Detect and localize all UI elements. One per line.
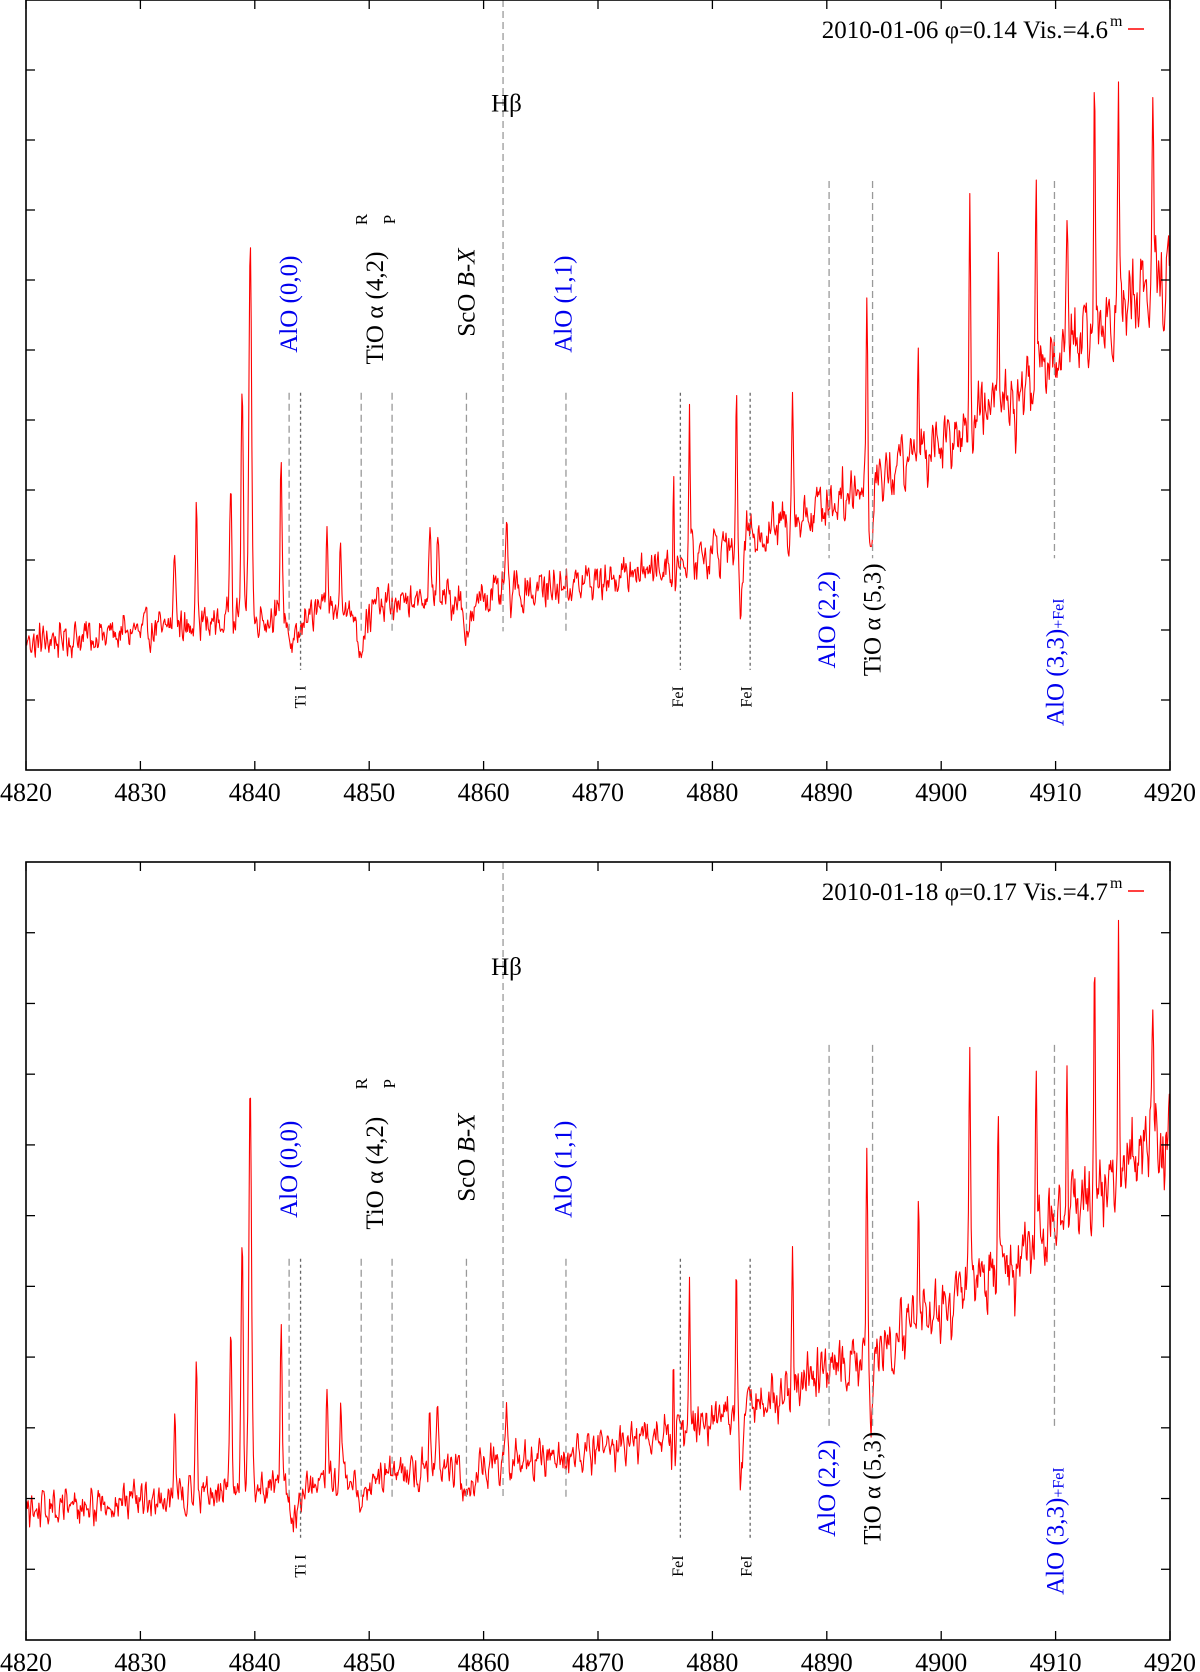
chart-panel-2: Hβ AlO (0,0) TiO α (4,2) R P ScO B-X AlO (1,1)… [0, 861, 1196, 1672]
annotation-text: TiO α (4,2) [362, 1117, 389, 1230]
legend-date: 2010-01-06 [822, 17, 945, 44]
annotation-alo00: AlO (0,0) [276, 1121, 303, 1218]
legend-date: 2010-01-18 [822, 879, 945, 906]
x-tick-label: 4860 [458, 778, 510, 807]
legend-label: 2010-01-18 φ=0.17 Vis.=4.7 [822, 879, 1108, 906]
annotation-fei1: FeI [670, 686, 687, 707]
annotation-italic: B-X [453, 1112, 480, 1153]
annotation-tio42: TiO α (4,2) [362, 252, 389, 365]
x-tick-label: 4840 [229, 778, 281, 807]
annotation-italic: B-X [453, 247, 480, 288]
annotation-branch-r: R [352, 213, 371, 225]
x-tick-label: 4820 [0, 1648, 52, 1672]
legend-sup: m [1110, 875, 1123, 892]
annotation-fei2: FeI [739, 1555, 756, 1576]
legend-label: 2010-01-06 φ=0.14 Vis.=4.6 [822, 17, 1108, 44]
annotation-text: AlO (2,2) [814, 1440, 841, 1537]
x-tick-label: 4830 [114, 778, 166, 807]
x-tick-label: 4860 [458, 1648, 510, 1672]
annotation-alo00: AlO (0,0) [276, 256, 303, 353]
annotation-text: AlO (0,0) [276, 256, 303, 353]
annotation-text: ScO [453, 1152, 480, 1201]
x-tick-label: 4920 [1144, 778, 1196, 807]
x-tick-label: 4910 [1030, 778, 1082, 807]
annotation-text: AlO (1,1) [551, 1121, 578, 1218]
annotation-hbeta: Hβ [491, 91, 522, 118]
annotation-text: TiO α (4,2) [362, 252, 389, 365]
x-tick-label: 4820 [0, 778, 52, 807]
annotation-fei1: FeI [670, 1555, 687, 1576]
annotation-alo22: AlO (2,2) [814, 571, 841, 668]
plot-frame [25, 861, 1171, 1641]
annotation-alo33: AlO (3,3)+FeI [1043, 598, 1070, 726]
annotation-branch-p: P [380, 1079, 399, 1088]
x-tick-label: 4890 [801, 1648, 853, 1672]
annotation-branch-p: P [380, 215, 399, 224]
annotation-tio42: TiO α (4,2) [362, 1117, 389, 1230]
annotation-tii: Ti I [293, 685, 310, 708]
annotation-suffix: +FeI [1051, 1467, 1068, 1497]
x-tick-label: 4890 [801, 778, 853, 807]
annotation-branch-r: R [352, 1077, 371, 1089]
legend-phase: φ=0.17 [945, 879, 1024, 906]
annotation-suffix: +FeI [1051, 598, 1068, 628]
x-tick-label: 4850 [343, 1648, 395, 1672]
x-tick-label: 4880 [686, 778, 738, 807]
annotation-alo11: AlO (1,1) [551, 256, 578, 353]
legend-vis: Vis.=4.7 [1023, 879, 1108, 906]
annotation-text: TiO α (5,3) [860, 1432, 887, 1545]
annotation-text: AlO (1,1) [551, 256, 578, 353]
annotation-text: AlO (0,0) [276, 1121, 303, 1218]
legend-phase: φ=0.14 [945, 17, 1024, 44]
annotation-text: AlO (2,2) [814, 571, 841, 668]
legend-vis: Vis.=4.6 [1023, 17, 1108, 44]
x-tick-label: 4870 [572, 778, 624, 807]
annotation-tii: Ti I [293, 1555, 310, 1578]
annotation-text: AlO (3,3) [1043, 1498, 1070, 1595]
x-tick-label: 4850 [343, 778, 395, 807]
annotation-alo11: AlO (1,1) [551, 1121, 578, 1218]
annotation-tio53: TiO α (5,3) [860, 1432, 887, 1545]
annotation-sco: ScO B-X [453, 1112, 480, 1202]
chart-panel-1: Hβ AlO (0,0) TiO α (4,2) R P ScO B-X AlO (1,1)… [0, 0, 1196, 807]
x-tick-label: 4900 [915, 1648, 967, 1672]
x-tick-label: 4880 [686, 1648, 738, 1672]
annotation-text: AlO (3,3) [1043, 629, 1070, 726]
x-tick-label: 4900 [915, 778, 967, 807]
annotation-alo33: AlO (3,3)+FeI [1043, 1467, 1070, 1595]
annotation-tio53: TiO α (5,3) [860, 563, 887, 676]
plot-frame [25, 0, 1171, 771]
spectrum-line [26, 919, 1170, 1533]
annotation-text: TiO α (5,3) [860, 563, 887, 676]
x-tick-label: 4870 [572, 1648, 624, 1672]
annotation-fei2: FeI [739, 686, 756, 707]
annotation-hbeta: Hβ [491, 954, 522, 981]
annotation-sco: ScO B-X [453, 247, 480, 337]
spectrum-line [26, 81, 1170, 659]
annotation-alo22: AlO (2,2) [814, 1440, 841, 1537]
annotation-text: ScO [453, 287, 480, 336]
x-tick-label: 4920 [1144, 1648, 1196, 1672]
legend-sup: m [1110, 13, 1123, 30]
x-tick-label: 4830 [114, 1648, 166, 1672]
x-tick-label: 4910 [1030, 1648, 1082, 1672]
x-tick-label: 4840 [229, 1648, 281, 1672]
